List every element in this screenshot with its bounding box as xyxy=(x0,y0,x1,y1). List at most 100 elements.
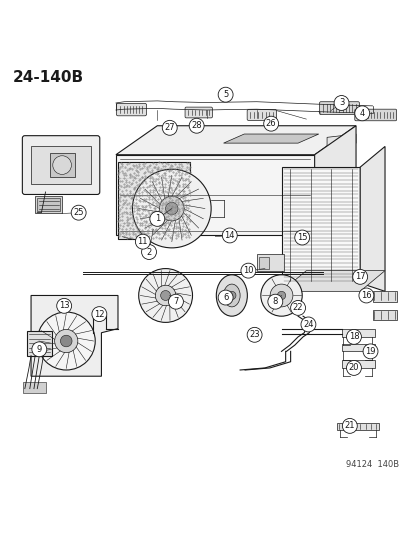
Circle shape xyxy=(160,290,170,301)
Text: 8: 8 xyxy=(272,297,277,306)
Bar xyxy=(118,162,190,239)
Circle shape xyxy=(162,120,177,135)
Circle shape xyxy=(71,205,86,220)
Polygon shape xyxy=(359,147,384,292)
FancyBboxPatch shape xyxy=(185,107,212,118)
Circle shape xyxy=(159,196,184,221)
Text: 11: 11 xyxy=(137,237,148,246)
Bar xyxy=(27,330,52,356)
Text: 28: 28 xyxy=(191,121,202,130)
Text: 22: 22 xyxy=(292,303,303,312)
Circle shape xyxy=(150,212,164,227)
Text: 14: 14 xyxy=(224,231,235,240)
Circle shape xyxy=(263,116,278,131)
Polygon shape xyxy=(116,126,355,155)
Text: 27: 27 xyxy=(164,123,175,132)
Ellipse shape xyxy=(216,275,247,316)
Circle shape xyxy=(247,327,261,342)
Text: 3: 3 xyxy=(338,99,343,108)
Circle shape xyxy=(342,418,356,433)
Text: 4: 4 xyxy=(359,109,364,118)
Text: 5: 5 xyxy=(223,90,228,99)
Text: 17: 17 xyxy=(354,272,365,281)
Bar xyxy=(31,147,91,184)
Text: 24-140B: 24-140B xyxy=(12,70,83,85)
Circle shape xyxy=(141,245,156,260)
Circle shape xyxy=(362,344,377,359)
Circle shape xyxy=(57,298,71,313)
Text: 16: 16 xyxy=(360,291,371,300)
Polygon shape xyxy=(326,134,355,147)
Ellipse shape xyxy=(223,284,240,307)
Circle shape xyxy=(37,312,95,370)
Text: 25: 25 xyxy=(73,208,84,217)
Circle shape xyxy=(189,118,204,133)
Bar xyxy=(341,344,374,351)
Bar xyxy=(281,167,359,283)
Circle shape xyxy=(270,284,292,307)
Circle shape xyxy=(218,87,233,102)
Text: 19: 19 xyxy=(364,347,375,356)
Circle shape xyxy=(227,292,235,300)
Circle shape xyxy=(135,234,150,249)
Circle shape xyxy=(294,230,309,245)
Text: 12: 12 xyxy=(94,310,104,319)
Bar xyxy=(372,292,396,302)
Polygon shape xyxy=(31,295,118,376)
Circle shape xyxy=(358,288,373,303)
Text: 94124  140B: 94124 140B xyxy=(345,459,398,469)
Text: 20: 20 xyxy=(348,364,358,373)
Text: 13: 13 xyxy=(59,301,69,310)
Bar xyxy=(35,196,62,213)
Bar xyxy=(341,360,374,368)
Text: 23: 23 xyxy=(249,330,259,340)
Polygon shape xyxy=(314,126,355,236)
Text: 9: 9 xyxy=(37,345,42,354)
Circle shape xyxy=(300,317,315,332)
Circle shape xyxy=(267,294,282,309)
FancyBboxPatch shape xyxy=(116,103,146,116)
Text: 6: 6 xyxy=(223,293,228,302)
Circle shape xyxy=(352,269,367,284)
Bar xyxy=(37,198,60,211)
Circle shape xyxy=(165,203,178,215)
Circle shape xyxy=(290,301,305,316)
Circle shape xyxy=(354,106,369,121)
Circle shape xyxy=(168,294,183,309)
Bar xyxy=(50,152,74,177)
Text: 7: 7 xyxy=(173,297,178,306)
Text: 26: 26 xyxy=(265,119,276,128)
FancyBboxPatch shape xyxy=(247,110,276,120)
Text: 18: 18 xyxy=(348,333,358,341)
Ellipse shape xyxy=(53,156,71,174)
Bar xyxy=(23,382,45,393)
Text: 2: 2 xyxy=(146,247,151,256)
Circle shape xyxy=(260,275,301,316)
Text: 21: 21 xyxy=(344,422,354,430)
Text: 1: 1 xyxy=(154,214,159,223)
Bar xyxy=(341,329,374,337)
Circle shape xyxy=(222,228,237,243)
Circle shape xyxy=(339,136,347,144)
Circle shape xyxy=(277,292,285,300)
FancyBboxPatch shape xyxy=(354,109,396,121)
Polygon shape xyxy=(223,134,318,143)
Bar xyxy=(337,423,378,430)
Circle shape xyxy=(55,329,78,353)
Circle shape xyxy=(346,329,361,344)
Circle shape xyxy=(32,342,47,357)
Circle shape xyxy=(346,360,361,375)
Bar xyxy=(258,257,268,269)
FancyBboxPatch shape xyxy=(319,102,358,115)
Circle shape xyxy=(240,263,255,278)
FancyBboxPatch shape xyxy=(22,136,100,195)
Circle shape xyxy=(138,269,192,322)
Bar xyxy=(256,254,283,271)
Circle shape xyxy=(333,95,348,110)
Polygon shape xyxy=(281,271,384,292)
Circle shape xyxy=(155,285,176,306)
Circle shape xyxy=(218,290,233,305)
Circle shape xyxy=(132,169,211,248)
Circle shape xyxy=(60,335,72,347)
Text: 15: 15 xyxy=(296,233,307,242)
